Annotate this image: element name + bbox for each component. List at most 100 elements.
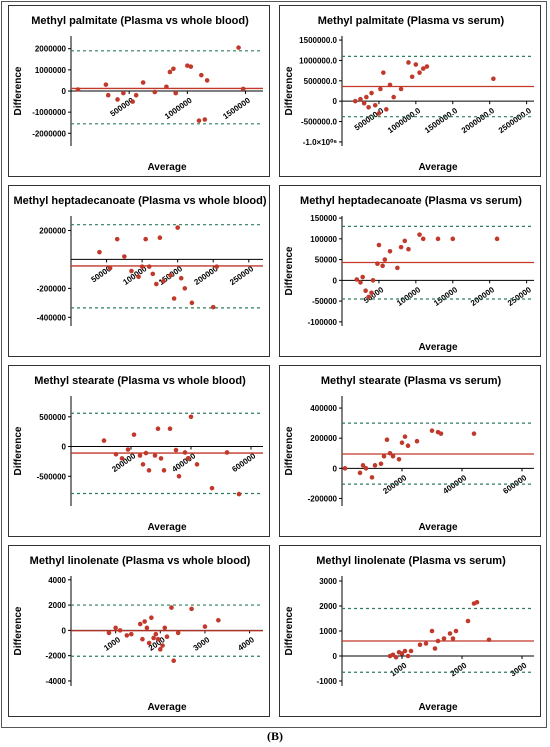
data-point xyxy=(178,275,184,281)
y-tick-label: 1000000.0 xyxy=(299,56,337,65)
x-axis-label: Average xyxy=(418,522,458,533)
data-point xyxy=(142,619,147,624)
chart-title: Methyl stearate (Plasma vs serum) xyxy=(321,375,502,387)
chart-panel-heptadecanoate-whole-blood: Methyl heptadecanoate (Plasma vs whole b… xyxy=(8,185,270,357)
data-point xyxy=(375,261,380,267)
data-point xyxy=(146,264,152,269)
chart-panel-linolenate-serum: Methyl linolenate (Plasma vs serum) -1000… xyxy=(279,545,541,717)
data-point xyxy=(342,466,348,471)
data-point xyxy=(438,431,444,436)
data-point xyxy=(149,615,154,621)
x-tick-label: 4000 xyxy=(236,635,256,653)
data-point xyxy=(131,432,137,437)
data-point xyxy=(202,624,208,629)
y-tick-label: 0 xyxy=(333,97,338,106)
data-point xyxy=(196,118,202,123)
data-point xyxy=(378,86,383,92)
data-point xyxy=(393,654,399,660)
data-point xyxy=(146,468,152,473)
data-point xyxy=(199,72,204,78)
data-point xyxy=(396,456,402,462)
data-point xyxy=(164,84,169,90)
data-point xyxy=(352,98,358,104)
chart-title: Methyl linolenate (Plasma vs whole blood… xyxy=(30,555,251,567)
data-point xyxy=(360,463,366,468)
data-point xyxy=(391,94,396,100)
chart-panel-palmitate-whole-blood: Methyl palmitate (Plasma vs whole blood)… xyxy=(8,5,270,177)
data-point xyxy=(175,630,181,636)
data-point xyxy=(137,621,143,627)
data-point xyxy=(160,643,165,648)
data-point xyxy=(409,74,415,80)
x-axis-label: Average xyxy=(147,162,187,173)
x-tick-label: 500000.0 xyxy=(353,106,386,133)
data-point xyxy=(224,450,230,455)
y-tick-label: 200000 xyxy=(310,434,337,443)
y-tick-label: -1000 xyxy=(317,677,338,686)
data-point xyxy=(171,658,176,664)
data-point xyxy=(465,618,471,624)
chart-svg: Methyl heptadecanoate (Plasma vs serum) -… xyxy=(284,195,534,353)
data-point xyxy=(382,257,388,262)
figure-frame xyxy=(1,1,547,728)
data-point xyxy=(370,278,376,283)
chart-panel-linolenate-whole-blood: Methyl linolenate (Plasma vs whole blood… xyxy=(8,545,270,717)
data-point xyxy=(402,238,408,244)
chart-panel-heptadecanoate-serum: Methyl heptadecanoate (Plasma vs serum) -… xyxy=(279,185,541,357)
y-tick-label: 3000 xyxy=(319,577,337,586)
data-point xyxy=(158,647,163,652)
x-tick-label: 150000 xyxy=(432,285,459,308)
y-tick-label: 100000 xyxy=(310,235,337,244)
data-point xyxy=(182,286,188,291)
data-point xyxy=(381,453,387,459)
data-point xyxy=(155,426,161,432)
chart-title: Methyl palmitate (Plasma vs serum) xyxy=(318,15,505,27)
data-point xyxy=(376,111,382,116)
data-point xyxy=(417,232,422,237)
chart-svg: Methyl linolenate (Plasma vs whole blood… xyxy=(13,555,263,713)
data-point xyxy=(125,447,131,452)
y-axis-label: Difference xyxy=(13,66,24,115)
data-point xyxy=(144,625,150,631)
chart-title: Methyl palmitate (Plasma vs whole blood) xyxy=(31,15,249,27)
y-tick-label: 0 xyxy=(333,652,338,661)
data-point xyxy=(154,281,159,287)
y-tick-label: 4000 xyxy=(48,576,66,585)
data-point xyxy=(395,265,400,271)
data-point xyxy=(171,296,177,301)
y-tick-label: 0 xyxy=(62,626,67,635)
y-tick-label: 1000000 xyxy=(35,66,67,75)
x-axis-label: Average xyxy=(418,162,458,173)
data-point xyxy=(176,473,182,479)
data-point xyxy=(130,99,135,104)
data-point xyxy=(361,100,367,106)
y-tick-label: 50000 xyxy=(315,256,338,265)
x-tick-label: 500000 xyxy=(109,96,136,119)
chart-svg: Methyl palmitate (Plasma vs serum) -1.0×1… xyxy=(284,15,534,173)
x-axis-label: Average xyxy=(418,342,458,353)
data-point xyxy=(381,70,386,75)
chart-title: Methyl stearate (Plasma vs whole blood) xyxy=(34,375,246,387)
data-point xyxy=(363,288,368,294)
data-point xyxy=(376,242,382,248)
data-point xyxy=(117,628,123,633)
x-tick-label: 600000 xyxy=(230,451,257,474)
x-tick-label: 2000 xyxy=(449,661,469,679)
y-tick-label: 2000 xyxy=(48,601,66,610)
data-point xyxy=(155,636,161,642)
y-tick-label: -100000 xyxy=(308,318,338,327)
data-point xyxy=(139,264,145,269)
y-tick-label: -50000 xyxy=(312,297,337,306)
data-point xyxy=(214,264,220,269)
y-tick-label: -200000 xyxy=(37,284,67,293)
data-point xyxy=(420,236,426,242)
data-point xyxy=(168,273,173,278)
data-point xyxy=(384,437,390,442)
data-point xyxy=(140,462,146,467)
x-axis-label: Average xyxy=(147,702,187,713)
data-point xyxy=(450,236,456,242)
chart-svg: Methyl stearate (Plasma vs serum) -200000… xyxy=(284,375,534,533)
data-point xyxy=(372,463,378,468)
data-point xyxy=(151,635,156,641)
data-point xyxy=(417,642,423,648)
